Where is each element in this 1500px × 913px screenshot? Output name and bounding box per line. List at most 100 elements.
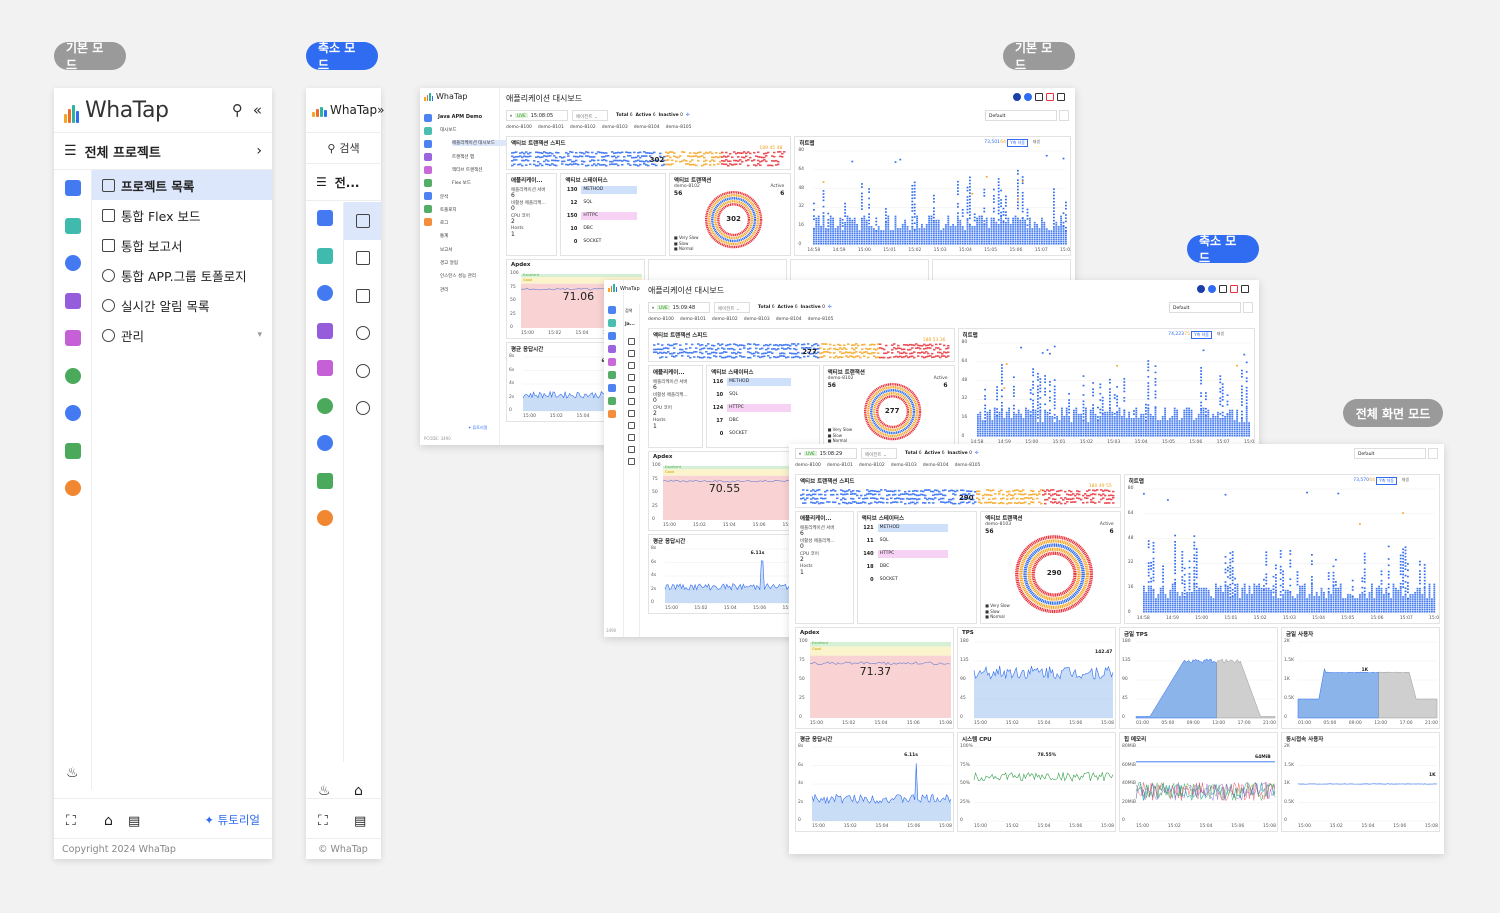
agent-chip[interactable]: demo-8102 [858, 463, 885, 468]
save-icon[interactable] [1428, 448, 1438, 459]
list-icon[interactable] [317, 247, 333, 264]
rail-icon[interactable] [608, 358, 616, 366]
signal-icon[interactable] [65, 480, 81, 496]
fullscreen-icon[interactable]: ⛶ [66, 813, 76, 829]
header-icon[interactable] [1208, 285, 1216, 293]
mini-menu-item[interactable]: 대시보드 [440, 128, 457, 133]
header-icon[interactable] [1024, 93, 1032, 101]
mini-menu-item[interactable]: 인스턴스 성능 관리 [440, 274, 476, 280]
mini-menu-icon[interactable] [628, 398, 635, 405]
header-icon[interactable] [1230, 285, 1238, 293]
expand-icon[interactable]: » [377, 103, 385, 117]
header-icon[interactable] [1035, 93, 1043, 101]
rail-icon[interactable] [608, 319, 616, 327]
rail-icon[interactable] [608, 332, 616, 340]
log-icon[interactable] [65, 330, 81, 346]
header-icon[interactable] [1197, 285, 1205, 293]
agent-chip[interactable]: demo-8100 [648, 317, 674, 322]
mini-menu-icon[interactable] [628, 410, 635, 417]
agent-chip[interactable]: demo-8105 [807, 317, 834, 322]
agent-chip[interactable]: demo-8104 [775, 317, 802, 322]
log-icon[interactable] [317, 360, 333, 376]
kubernetes-icon[interactable] [65, 255, 81, 271]
live-control[interactable]: ⏸ LIVE 15:08:29 [795, 448, 857, 459]
rail-icon[interactable] [608, 397, 616, 405]
hitmap-play-button[interactable]: 재생 [1032, 139, 1040, 144]
mini-menu-icon[interactable] [628, 458, 635, 465]
agent-chip[interactable]: demo-8100 [795, 463, 821, 468]
mini-menu-icon[interactable] [628, 422, 635, 429]
code-icon[interactable] [317, 210, 333, 226]
rail-icon[interactable] [424, 179, 432, 187]
mini-menu-item[interactable]: 분석 [440, 194, 449, 200]
menu-item-integrated-report[interactable]: 통합 보고서 [92, 230, 272, 260]
agent-chip[interactable]: demo-8101 [679, 317, 706, 322]
hitmap-play-button[interactable]: 재생 [1216, 331, 1224, 336]
live-control[interactable]: ⏸ LIVE 15:09:48 [648, 302, 710, 313]
agent-select[interactable]: 에이전트 ⌄ [714, 302, 750, 313]
mini-menu-item[interactable]: Flex 보드 [452, 181, 471, 187]
agent-chip[interactable]: demo-8101 [826, 463, 853, 468]
globe-icon[interactable] [65, 367, 81, 384]
agent-chip[interactable]: demo-8105 [665, 125, 692, 130]
header-icon[interactable] [1219, 285, 1227, 293]
mini-menu-icon[interactable] [628, 446, 635, 453]
code-icon[interactable] [65, 180, 81, 196]
mini-search[interactable]: 검색 [625, 308, 633, 313]
menu-item-realtime-alerts[interactable]: 실시간 알림 목록 [92, 290, 272, 320]
hitmap-y-auto-button[interactable]: Y축 자동 [1007, 139, 1028, 147]
live-control[interactable]: ⏸ LIVE 15:08:05 [506, 110, 568, 121]
agent-chip[interactable]: demo-8100 [506, 125, 532, 130]
preset-select[interactable]: Default [985, 110, 1057, 121]
agent-select[interactable]: 에이전트 ⌄ [572, 110, 608, 121]
cloud-icon[interactable] [65, 405, 81, 421]
mini-menu-icon[interactable] [628, 386, 635, 393]
all-projects-compact[interactable]: ☰ 전... [316, 175, 360, 190]
header-icon[interactable] [1013, 93, 1021, 101]
menu-icon-app-group-topology[interactable] [344, 315, 381, 353]
agent-chip[interactable]: demo-8102 [711, 317, 738, 322]
agent-chip[interactable]: demo-8103 [890, 463, 917, 468]
mini-menu-item[interactable]: 경고 알림 [440, 261, 458, 266]
menu-item-settings[interactable]: 관리 ▾ [92, 320, 272, 350]
hitmap-y-auto-button[interactable]: Y축 자동 [1191, 331, 1212, 339]
header-icon[interactable] [1046, 93, 1054, 101]
menu-icon-project-list[interactable] [344, 202, 381, 240]
rail-icon[interactable] [608, 410, 616, 418]
menu-item-app-group-topology[interactable]: 통합 APP.그룹 토폴로지 [92, 260, 272, 290]
kubernetes-icon[interactable] [317, 285, 333, 301]
mini-menu-item[interactable]: 로그 [440, 221, 449, 227]
mini-menu-item[interactable]: 애플리케이션 대시보드 [452, 140, 508, 147]
header-icon[interactable] [1241, 285, 1249, 293]
agent-chip[interactable]: demo-8103 [601, 125, 628, 130]
menu-icon-realtime-alerts[interactable] [344, 352, 381, 390]
agent-chip[interactable]: demo-8105 [954, 463, 981, 468]
home-icon[interactable]: ⌂ [104, 813, 113, 829]
rail-icon[interactable] [424, 192, 432, 200]
agent-chip[interactable]: demo-8101 [537, 125, 564, 130]
signal-icon[interactable] [317, 510, 333, 526]
mini-menu-icon[interactable] [628, 350, 635, 357]
rail-icon[interactable] [424, 166, 432, 174]
all-projects-row[interactable]: ☰ 전체 프로젝트 › [54, 133, 272, 169]
rail-icon[interactable] [424, 140, 432, 148]
mini-menu-item[interactable]: 액티브 트랜잭션 [452, 167, 483, 173]
save-icon[interactable] [1243, 302, 1253, 313]
database-icon[interactable] [65, 292, 81, 309]
menu-item-flex-board[interactable]: 통합 Flex 보드 [92, 200, 272, 230]
rail-icon[interactable] [424, 205, 432, 213]
menu-icon-settings[interactable] [344, 390, 381, 428]
agent-chip[interactable]: demo-8103 [743, 317, 770, 322]
mini-menu-item[interactable]: 트랜잭션 맵 [452, 154, 475, 160]
mini-menu-icon[interactable] [628, 374, 635, 381]
database-icon[interactable] [317, 322, 333, 339]
mini-menu-item[interactable]: 통계 [440, 234, 449, 240]
browser-icon[interactable] [317, 472, 333, 489]
menu-icon-flex-board[interactable] [344, 240, 381, 278]
search-icon[interactable]: ⚲ [231, 101, 243, 119]
collapse-icon[interactable]: « [252, 101, 262, 119]
search-button[interactable]: ⚲ 검색 [327, 141, 360, 156]
mini-menu-icon[interactable] [628, 362, 635, 369]
paint-bucket-icon[interactable]: ♨ [66, 765, 79, 781]
mini-menu-item[interactable]: 보고서 [440, 247, 453, 253]
